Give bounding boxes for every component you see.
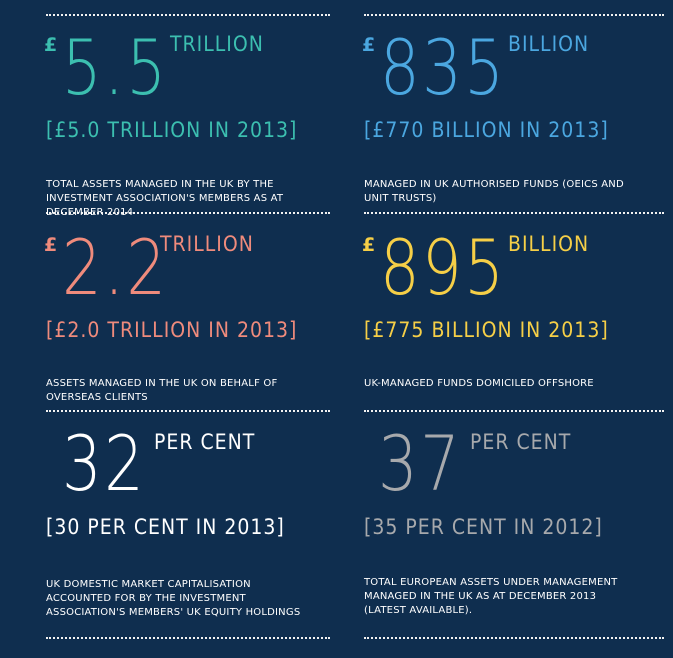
- stat-block-authorised-funds: £ 835 BILLION [£770 BILLION IN 2013] MAN…: [336, 0, 673, 212]
- currency-symbol: £: [44, 34, 58, 56]
- divider: [364, 212, 664, 214]
- stat-unit: BILLION: [508, 232, 590, 256]
- stat-description: TOTAL ASSETS MANAGED IN THE UK BY THE IN…: [46, 179, 284, 218]
- stat-value: 5.5: [62, 23, 169, 112]
- currency-symbol: £: [362, 34, 376, 56]
- divider: [46, 14, 330, 16]
- divider: [364, 410, 664, 412]
- stat-value: 835: [380, 23, 507, 112]
- stat-unit: BILLION: [508, 32, 590, 56]
- stat-comparison: [£5.0 TRILLION IN 2013]: [46, 118, 298, 142]
- stat-comparison: [35 PER CENT IN 2012]: [364, 515, 603, 539]
- stat-comparison: [30 PER CENT IN 2013]: [46, 515, 285, 539]
- stat-unit: PER CENT: [470, 430, 572, 454]
- stat-block-european-assets: 37 PER CENT [35 PER CENT IN 2012] TOTAL …: [336, 410, 673, 637]
- stat-unit: TRILLION: [160, 232, 254, 256]
- currency-symbol: £: [44, 234, 58, 256]
- stat-description: ASSETS MANAGED IN THE UK ON BEHALF OF OV…: [46, 378, 278, 403]
- stat-comparison: [£775 BILLION IN 2013]: [364, 318, 609, 342]
- stat-block-offshore-funds: £ 895 BILLION [£775 BILLION IN 2013] UK-…: [336, 212, 673, 410]
- divider: [364, 637, 664, 639]
- stat-value: 2.2: [62, 223, 169, 312]
- stat-unit: TRILLION: [170, 32, 264, 56]
- stat-comparison: [£2.0 TRILLION IN 2013]: [46, 318, 298, 342]
- stat-comparison: [£770 BILLION IN 2013]: [364, 118, 609, 142]
- currency-symbol: £: [362, 234, 376, 256]
- stat-block-total-assets: £ 5.5 TRILLION [£5.0 TRILLION IN 2013] T…: [0, 0, 336, 219]
- stat-description: UK DOMESTIC MARKET CAPITALISATION ACCOUN…: [46, 579, 301, 618]
- stat-value: 37: [378, 419, 463, 508]
- stat-block-overseas-clients: £ 2.2 TRILLION [£2.0 TRILLION IN 2013] A…: [0, 212, 336, 410]
- stat-block-market-capitalisation: 32 PER CENT [30 PER CENT IN 2013] UK DOM…: [0, 410, 336, 637]
- divider: [46, 410, 330, 412]
- stat-description: TOTAL EUROPEAN ASSETS UNDER MANAGEMENT M…: [364, 577, 618, 616]
- divider: [46, 212, 330, 214]
- stat-value: 895: [380, 223, 507, 312]
- stat-value: 32: [62, 419, 147, 508]
- stat-unit: PER CENT: [154, 430, 256, 454]
- divider: [364, 14, 664, 16]
- stat-description: UK-MANAGED FUNDS DOMICILED OFFSHORE: [364, 378, 594, 389]
- stat-description: MANAGED IN UK AUTHORISED FUNDS (OEICS AN…: [364, 179, 624, 204]
- divider: [46, 637, 330, 639]
